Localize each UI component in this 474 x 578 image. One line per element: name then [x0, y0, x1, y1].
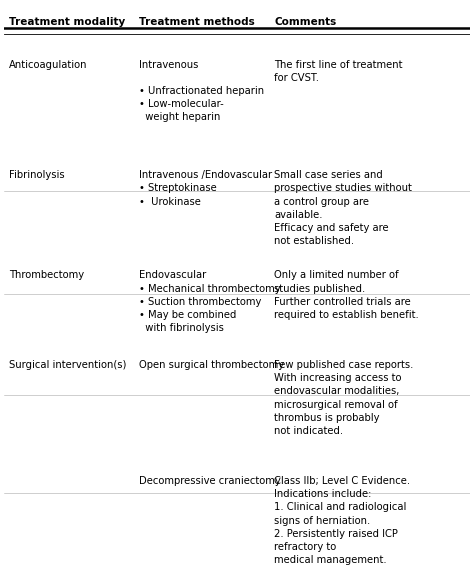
- Text: The first line of treatment
for CVST.: The first line of treatment for CVST.: [274, 60, 403, 83]
- Text: Anticoagulation: Anticoagulation: [9, 60, 87, 69]
- Text: Intravenous /Endovascular
• Streptokinase
•  Urokinase: Intravenous /Endovascular • Streptokinas…: [139, 171, 273, 206]
- Text: Decompressive craniectomy: Decompressive craniectomy: [139, 476, 281, 486]
- Text: Only a limited number of
studies published.
Further controlled trials are
requir: Only a limited number of studies publish…: [274, 271, 419, 320]
- Text: Open surgical thrombectomy: Open surgical thrombectomy: [139, 360, 284, 370]
- Text: Small case series and
prospective studies without
a control group are
available.: Small case series and prospective studie…: [274, 171, 412, 246]
- Text: Class IIb; Level C Evidence.
Indications include:
1. Clinical and radiological
s: Class IIb; Level C Evidence. Indications…: [274, 476, 410, 565]
- Text: Thrombectomy: Thrombectomy: [9, 271, 84, 280]
- Text: Comments: Comments: [274, 17, 337, 27]
- Text: Treatment modality: Treatment modality: [9, 17, 125, 27]
- Text: Fibrinolysis: Fibrinolysis: [9, 171, 64, 180]
- Text: Treatment methods: Treatment methods: [139, 17, 255, 27]
- Text: Surgical intervention(s): Surgical intervention(s): [9, 360, 126, 370]
- Text: Few published case reports.
With increasing access to
endovascular modalities,
m: Few published case reports. With increas…: [274, 360, 414, 436]
- Text: Endovascular
• Mechanical thrombectomy
• Suction thrombectomy
• May be combined
: Endovascular • Mechanical thrombectomy •…: [139, 271, 281, 333]
- Text: Intravenous

• Unfractionated heparin
• Low-molecular-
  weight heparin: Intravenous • Unfractionated heparin • L…: [139, 60, 264, 123]
